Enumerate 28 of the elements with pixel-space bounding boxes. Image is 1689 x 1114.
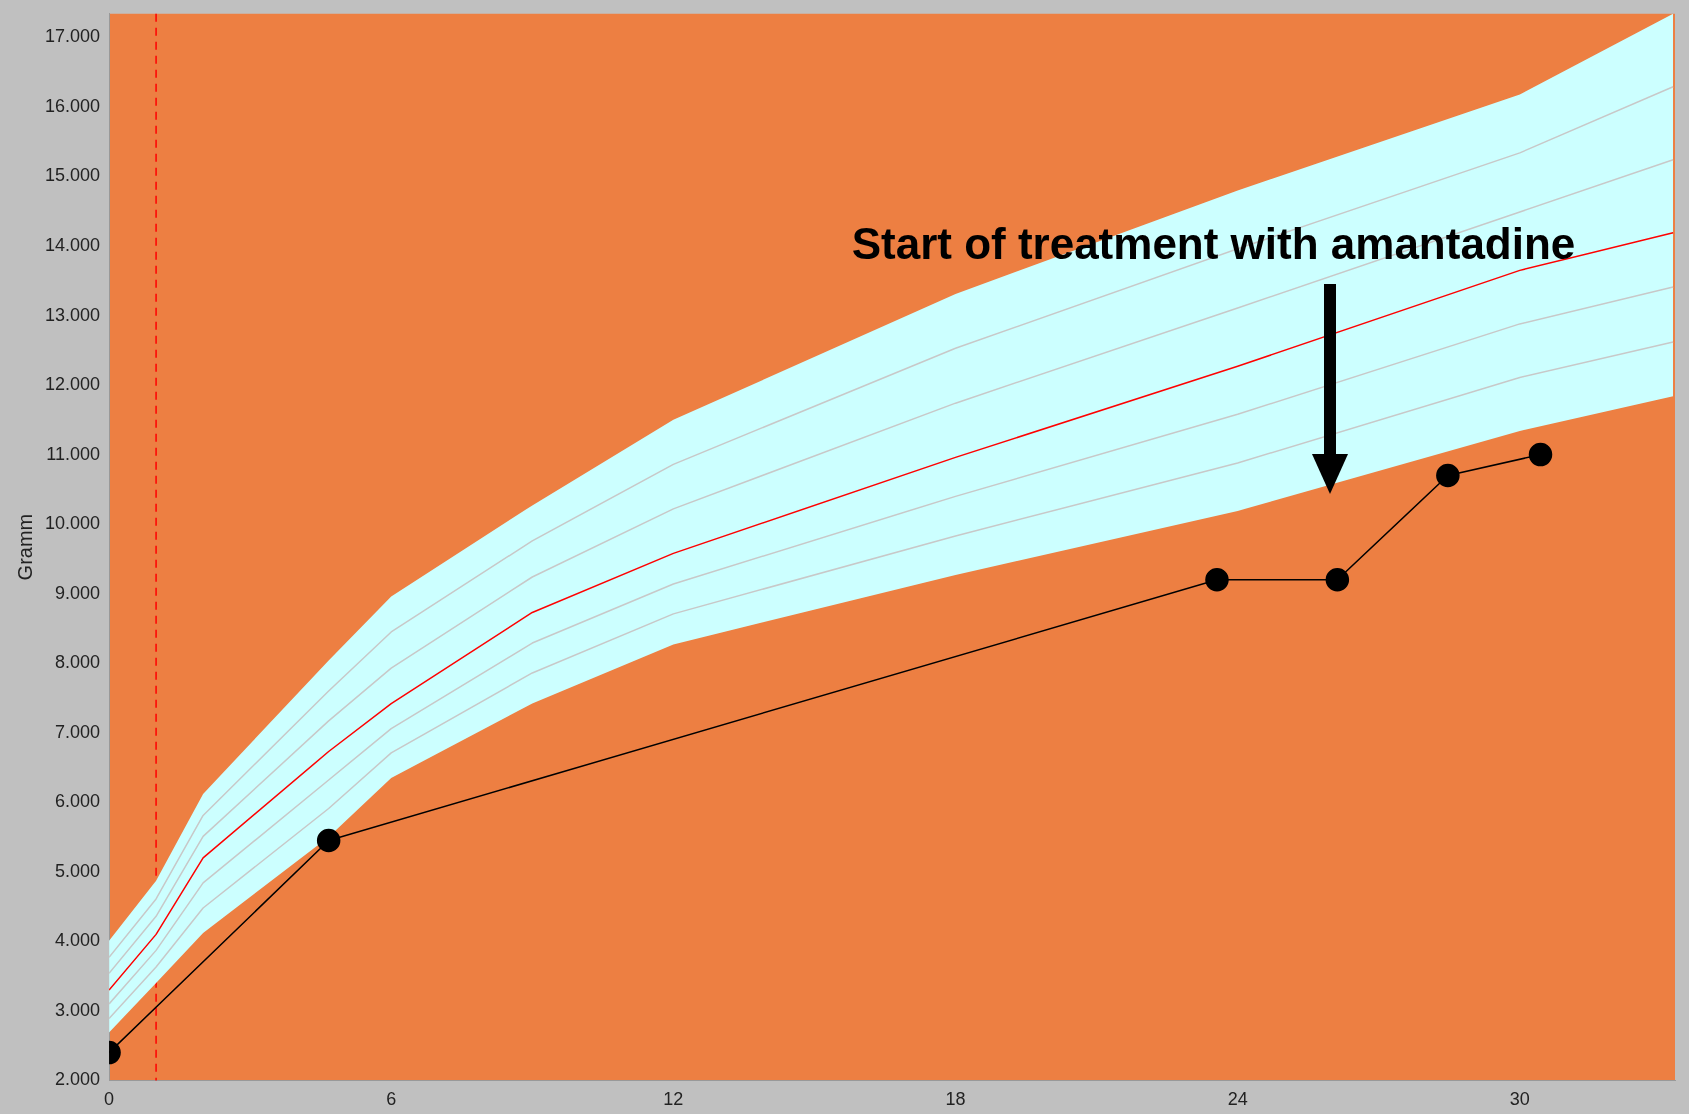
y-axis-title: Gramm	[13, 513, 36, 581]
y-tick-label: 16.000	[44, 95, 101, 116]
y-tick-label: 12.000	[44, 374, 101, 395]
y-tick-label: 9.000	[55, 582, 101, 603]
y-tick-label: 11.000	[46, 443, 101, 464]
point	[1205, 568, 1229, 592]
y-tick-label: 7.000	[55, 721, 101, 742]
x-tick-label: 24	[1227, 1089, 1248, 1110]
x-tick-label: 18	[945, 1089, 966, 1110]
y-tick-label: 8.000	[55, 652, 101, 673]
y-tick-label: 3.000	[55, 999, 101, 1020]
y-tick-label: 15.000	[44, 165, 101, 186]
y-tick-label: 5.000	[55, 860, 101, 881]
y-tick-label: 17.000	[44, 26, 101, 47]
y-tick-label: 13.000	[44, 304, 101, 325]
y-tick-label: 4.000	[55, 930, 101, 951]
y-tick-label: 14.000	[44, 235, 101, 255]
y-tick-label: 2.000	[55, 1069, 101, 1090]
x-tick-label: 0	[104, 1089, 115, 1110]
x-tick-label: 12	[663, 1089, 684, 1110]
point	[1436, 463, 1460, 488]
point	[1325, 568, 1350, 592]
x-tick-label: 30	[1509, 1089, 1530, 1110]
point	[316, 828, 341, 853]
y-tick-label: 10.000	[44, 513, 101, 534]
y-tick-label: 6.000	[55, 791, 101, 812]
point	[1528, 442, 1553, 467]
x-tick-label: 6	[386, 1089, 397, 1110]
